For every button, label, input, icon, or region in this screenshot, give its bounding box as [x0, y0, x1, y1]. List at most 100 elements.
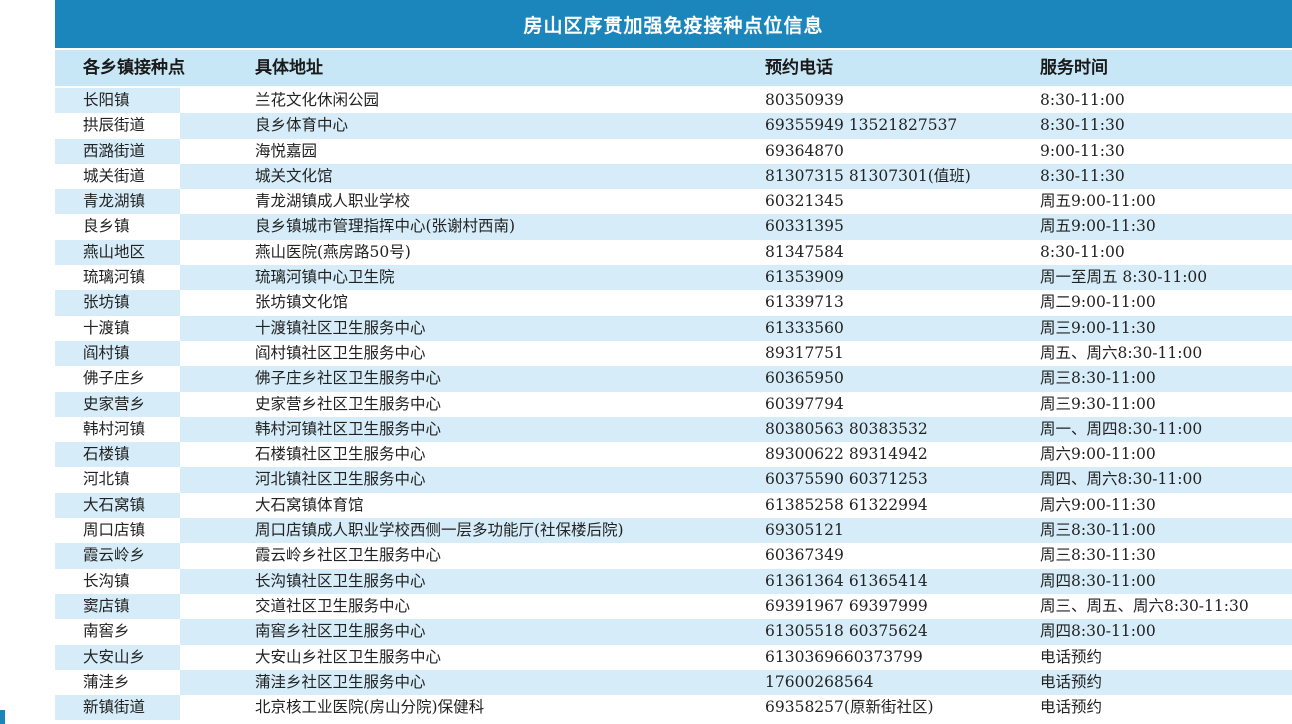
cell-site: 燕山地区	[83, 242, 146, 261]
cell-address: 石楼镇社区卫生服务中心	[255, 445, 426, 464]
cell-phone: 89317751	[765, 343, 844, 362]
cell-address: 大石窝镇体育馆	[255, 495, 364, 514]
cell-phone: 69391967 69397999	[765, 596, 928, 615]
cell-phone: 69358257(原新街社区)	[765, 698, 934, 717]
table-row: 大石窝镇 大石窝镇体育馆 61385258 61322994 周六9:00-11:30	[55, 492, 1292, 519]
cell-address: 阎村镇社区卫生服务中心	[255, 343, 426, 362]
cell-hours: 8:30-11:00	[1040, 242, 1125, 261]
cell-phone: 81347584	[765, 242, 844, 261]
cell-phone: 61305518 60375624	[765, 622, 928, 641]
cell-hours: 周四8:30-11:00	[1040, 571, 1156, 590]
cell-phone: 69355949 13521827537	[765, 116, 958, 135]
table-row: 青龙湖镇 青龙湖镇成人职业学校 60321345 周五9:00-11:00	[55, 189, 1292, 215]
cell-address: 交道社区卫生服务中心	[255, 596, 411, 615]
cell-address: 城关文化馆	[255, 166, 333, 185]
table-row: 大安山乡 大安山乡社区卫生服务中心 6130369660373799 电话预约	[55, 644, 1292, 670]
cell-hours: 周五9:00-11:30	[1040, 217, 1156, 236]
header-address: 具体地址	[255, 58, 323, 78]
cell-phone: 6130369660373799	[765, 647, 923, 666]
cell-phone: 89300622 89314942	[765, 445, 928, 464]
cell-site: 周口店镇	[83, 521, 146, 540]
cell-site: 河北镇	[83, 470, 130, 489]
table-row: 长阳镇 兰花文化休闲公园 80350939 8:30-11:00	[55, 88, 1292, 114]
table-row: 霞云岭乡 霞云岭乡社区卫生服务中心 60367349 周三8:30-11:30	[55, 543, 1292, 569]
cell-phone: 80350939	[765, 91, 844, 109]
cell-address: 蒲洼乡社区卫生服务中心	[255, 672, 426, 691]
cell-address: 兰花文化休闲公园	[255, 91, 380, 109]
table-row: 蒲洼乡 蒲洼乡社区卫生服务中心 17600268564 电话预约	[55, 669, 1292, 696]
cell-phone: 60397794	[765, 394, 844, 413]
table-row: 南窖乡 南窖乡社区卫生服务中心 61305518 60375624 周四8:30-11…	[55, 619, 1292, 645]
table-row: 周口店镇 周口店镇成人职业学校西侧一层多功能厅(社保楼后院) 69305121 周三8…	[55, 518, 1292, 544]
cell-site: 琉璃河镇	[83, 268, 146, 287]
table-header: 各乡镇接种点 具体地址 预约电话 服务时间	[55, 50, 1292, 86]
cell-hours: 周五、周六8:30-11:00	[1040, 343, 1203, 362]
cell-address: 长沟镇社区卫生服务中心	[255, 571, 426, 590]
cell-phone: 17600268564	[765, 672, 874, 691]
cell-hours: 周三9:30-11:00	[1040, 394, 1156, 413]
cell-address: 佛子庄乡社区卫生服务中心	[255, 369, 442, 388]
table-row: 十渡镇 十渡镇社区卫生服务中心 61333560 周三9:00-11:30	[55, 315, 1292, 341]
cell-hours: 周三、周五、周六8:30-11:30	[1040, 596, 1249, 615]
cell-hours: 周三8:30-11:00	[1040, 521, 1156, 540]
cell-address: 燕山医院(燕房路50号)	[255, 242, 411, 261]
table-body: 长阳镇 兰花文化休闲公园 80350939 8:30-11:00 拱辰街道 良乡体育中心 6…	[55, 88, 1292, 721]
cell-phone: 61339713	[765, 293, 844, 312]
cell-phone: 60365950	[765, 369, 844, 388]
cell-hours: 8:30-11:30	[1040, 166, 1125, 185]
cell-phone: 60331395	[765, 217, 844, 236]
cell-site: 青龙湖镇	[83, 192, 146, 211]
cell-site: 大石窝镇	[83, 495, 146, 514]
table-row: 燕山地区 燕山医院(燕房路50号) 81347584 8:30-11:00	[55, 239, 1292, 266]
header-hours: 服务时间	[1040, 58, 1108, 78]
cell-hours: 周一、周四8:30-11:00	[1040, 419, 1203, 438]
cell-phone: 61353909	[765, 268, 844, 287]
cell-hours: 周一至周五 8:30-11:00	[1040, 268, 1208, 287]
cell-phone: 60367349	[765, 546, 844, 565]
cell-address: 周口店镇成人职业学校西侧一层多功能厅(社保楼后院)	[255, 521, 624, 540]
cell-site: 长沟镇	[83, 571, 130, 590]
cell-site: 张坊镇	[83, 293, 130, 312]
header-site: 各乡镇接种点	[83, 58, 185, 78]
table-row: 石楼镇 石楼镇社区卫生服务中心 89300622 89314942 周六9:00-11…	[55, 442, 1292, 468]
cell-hours: 周五9:00-11:00	[1040, 192, 1156, 211]
table-title: 房山区序贯加强免疫接种点位信息	[55, 0, 1292, 48]
cell-address: 十渡镇社区卫生服务中心	[255, 318, 426, 337]
cell-hours: 周六9:00-11:30	[1040, 495, 1156, 514]
cell-address: 张坊镇文化馆	[255, 293, 349, 312]
cell-phone: 60321345	[765, 192, 844, 211]
cell-site: 韩村河镇	[83, 419, 146, 438]
table-row: 窦店镇 交道社区卫生服务中心 69391967 69397999 周三、周五、周六8:…	[55, 593, 1292, 620]
cell-address: 河北镇社区卫生服务中心	[255, 470, 426, 489]
cell-hours: 周三8:30-11:00	[1040, 369, 1156, 388]
cell-hours: 周二9:00-11:00	[1040, 293, 1156, 312]
header-phone: 预约电话	[765, 58, 833, 78]
cell-phone: 81307315 81307301(值班)	[765, 166, 971, 185]
cell-address: 北京核工业医院(房山分院)保健科	[255, 698, 485, 717]
cell-hours: 电话预约	[1040, 698, 1103, 717]
cell-phone: 61333560	[765, 318, 844, 337]
cell-address: 南窖乡社区卫生服务中心	[255, 622, 426, 641]
cell-hours: 8:30-11:30	[1040, 116, 1125, 135]
table-row: 城关街道 城关文化馆 81307315 81307301(值班) 8:30-11:30	[55, 163, 1292, 190]
cell-site: 十渡镇	[83, 318, 130, 337]
cell-phone: 61385258 61322994	[765, 495, 928, 514]
table-row: 新镇街道 北京核工业医院(房山分院)保健科 69358257(原新街社区) 电话预约	[55, 695, 1292, 721]
cell-site: 窦店镇	[83, 596, 130, 615]
table-row: 佛子庄乡 佛子庄乡社区卫生服务中心 60365950 周三8:30-11:00	[55, 366, 1292, 392]
cell-address: 大安山乡社区卫生服务中心	[255, 647, 442, 666]
cell-site: 南窖乡	[83, 622, 130, 641]
cell-hours: 8:30-11:00	[1040, 91, 1125, 109]
cell-hours: 周三9:00-11:30	[1040, 318, 1156, 337]
cell-site: 拱辰街道	[83, 116, 146, 135]
cell-site: 史家营乡	[83, 394, 146, 413]
cell-hours: 电话预约	[1040, 647, 1103, 666]
cell-hours: 周三8:30-11:30	[1040, 546, 1156, 565]
table-row: 长沟镇 长沟镇社区卫生服务中心 61361364 61365414 周四8:30-11…	[55, 568, 1292, 594]
table-row: 琉璃河镇 琉璃河镇中心卫生院 61353909 周一至周五 8:30-11:00	[55, 265, 1292, 291]
cell-address: 青龙湖镇成人职业学校	[255, 192, 411, 211]
cell-site: 新镇街道	[83, 698, 146, 717]
table-row: 史家营乡 史家营乡社区卫生服务中心 60397794 周三9:30-11:00	[55, 391, 1292, 417]
cell-site: 阎村镇	[83, 343, 130, 362]
cell-address: 霞云岭乡社区卫生服务中心	[255, 546, 442, 565]
